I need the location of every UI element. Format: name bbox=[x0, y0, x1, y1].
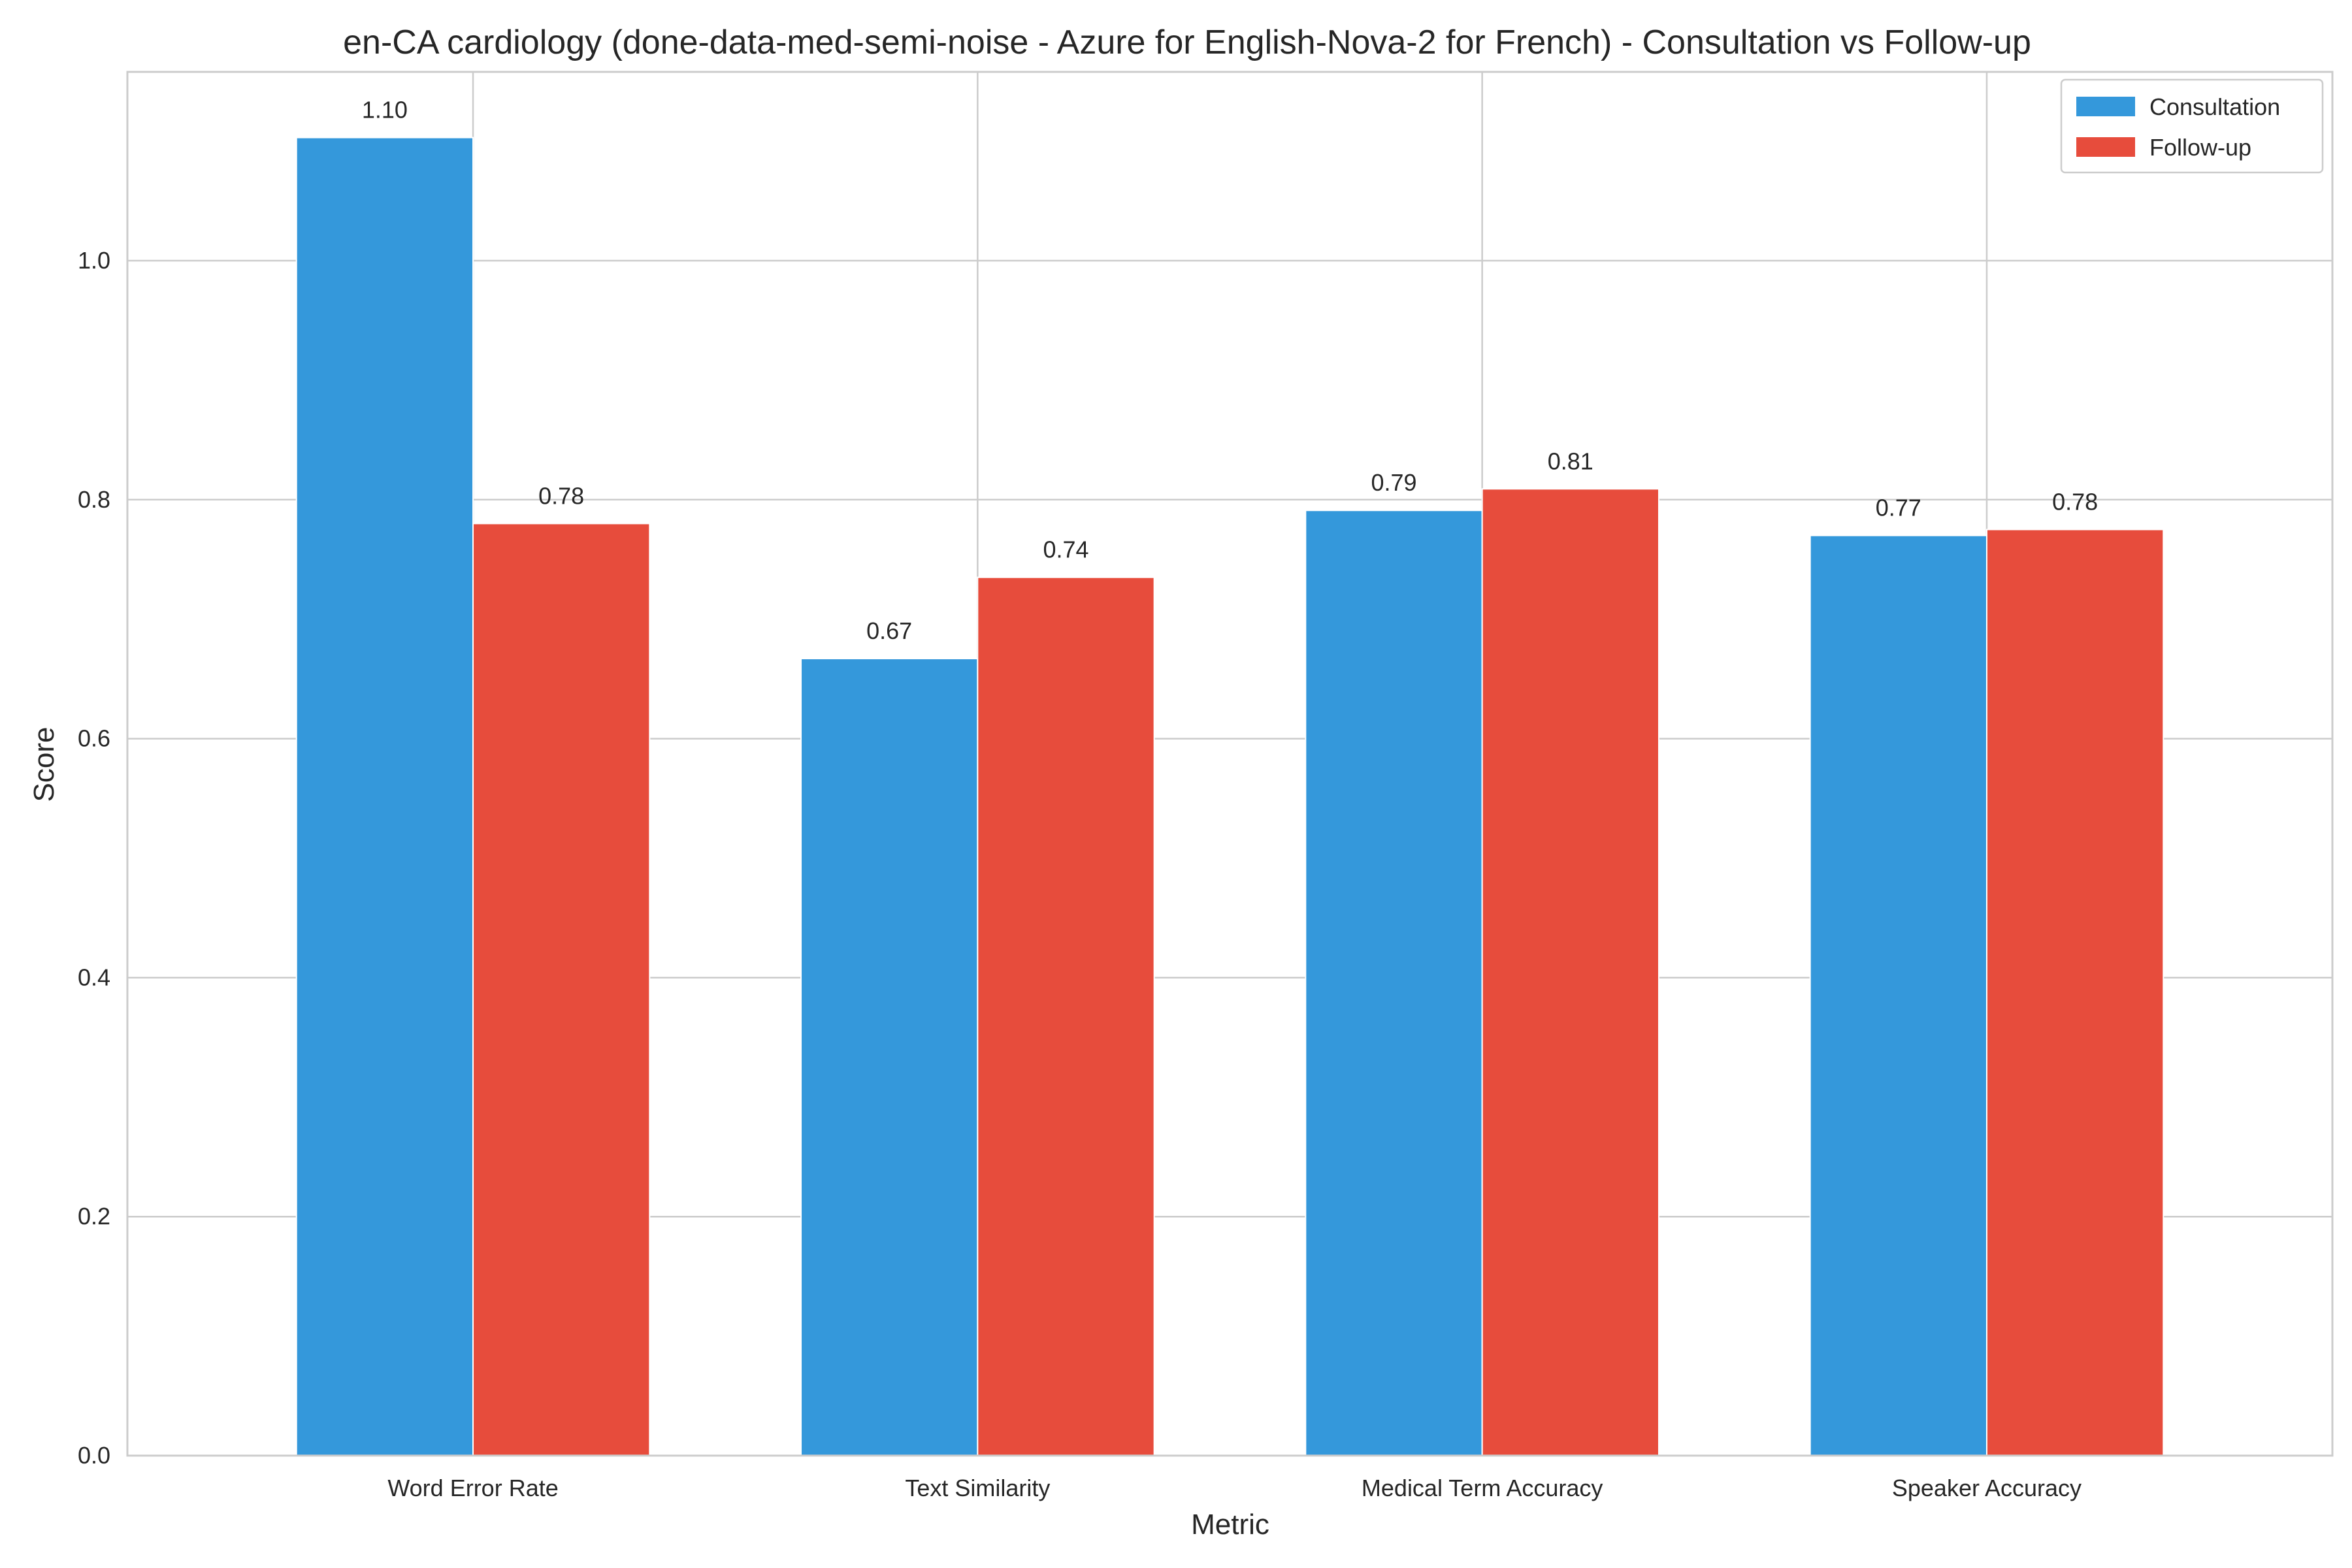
x-tick-label: Text Similarity bbox=[905, 1475, 1050, 1501]
bars bbox=[295, 137, 2164, 1457]
data-label-follow-up: 0.81 bbox=[1548, 448, 1593, 474]
data-label-consultation: 0.79 bbox=[1371, 469, 1416, 496]
data-label-consultation: 1.10 bbox=[362, 97, 408, 123]
bar-consultation bbox=[295, 137, 474, 1457]
data-label-consultation: 0.77 bbox=[1876, 495, 1921, 521]
bar-follow-up bbox=[977, 576, 1155, 1456]
bar-follow-up bbox=[472, 523, 651, 1456]
y-tick-label: 0.4 bbox=[78, 964, 110, 990]
bar-consultation bbox=[1809, 534, 1987, 1456]
bar-follow-up bbox=[1985, 529, 2164, 1456]
bar-follow-up bbox=[1481, 488, 1659, 1456]
y-axis-label: Score bbox=[28, 727, 60, 802]
x-tick-label: Speaker Accuracy bbox=[1892, 1475, 2082, 1501]
bar-consultation bbox=[1305, 510, 1483, 1457]
x-tick-label: Medical Term Accuracy bbox=[1362, 1475, 1603, 1501]
plot-frame bbox=[126, 71, 2334, 1457]
data-label-follow-up: 0.78 bbox=[2052, 489, 2098, 515]
x-tick-label: Word Error Rate bbox=[387, 1475, 558, 1501]
data-label-consultation: 0.67 bbox=[866, 617, 912, 644]
y-tick-label: 1.0 bbox=[78, 247, 110, 274]
data-label-follow-up: 0.78 bbox=[538, 482, 584, 509]
x-axis-label: Metric bbox=[1191, 1509, 1269, 1541]
bar-consultation bbox=[800, 658, 979, 1456]
data-labels: 1.10 0.67 0.79 0.77 0.78 0.74 0.81 0.78 bbox=[362, 97, 2098, 644]
legend-swatch-consultation bbox=[2076, 97, 2135, 116]
legend-swatch-follow-up bbox=[2076, 137, 2135, 157]
y-tick-label: 0.0 bbox=[78, 1442, 110, 1469]
y-tick-label: 0.8 bbox=[78, 486, 110, 513]
chart-title: en-CA cardiology (done-data-med-semi-noi… bbox=[343, 24, 2031, 61]
axis-ticks: 0.0 0.2 0.4 0.6 0.8 1.0 Word Error Rate Text Si… bbox=[78, 247, 2082, 1501]
legend-label-follow-up: Follow-up bbox=[2149, 134, 2251, 161]
legend: Consultation Follow-up bbox=[2060, 78, 2324, 174]
legend-label-consultation: Consultation bbox=[2149, 93, 2280, 120]
y-tick-label: 0.6 bbox=[78, 725, 110, 752]
y-tick-label: 0.2 bbox=[78, 1203, 110, 1230]
data-label-follow-up: 0.74 bbox=[1043, 536, 1088, 563]
